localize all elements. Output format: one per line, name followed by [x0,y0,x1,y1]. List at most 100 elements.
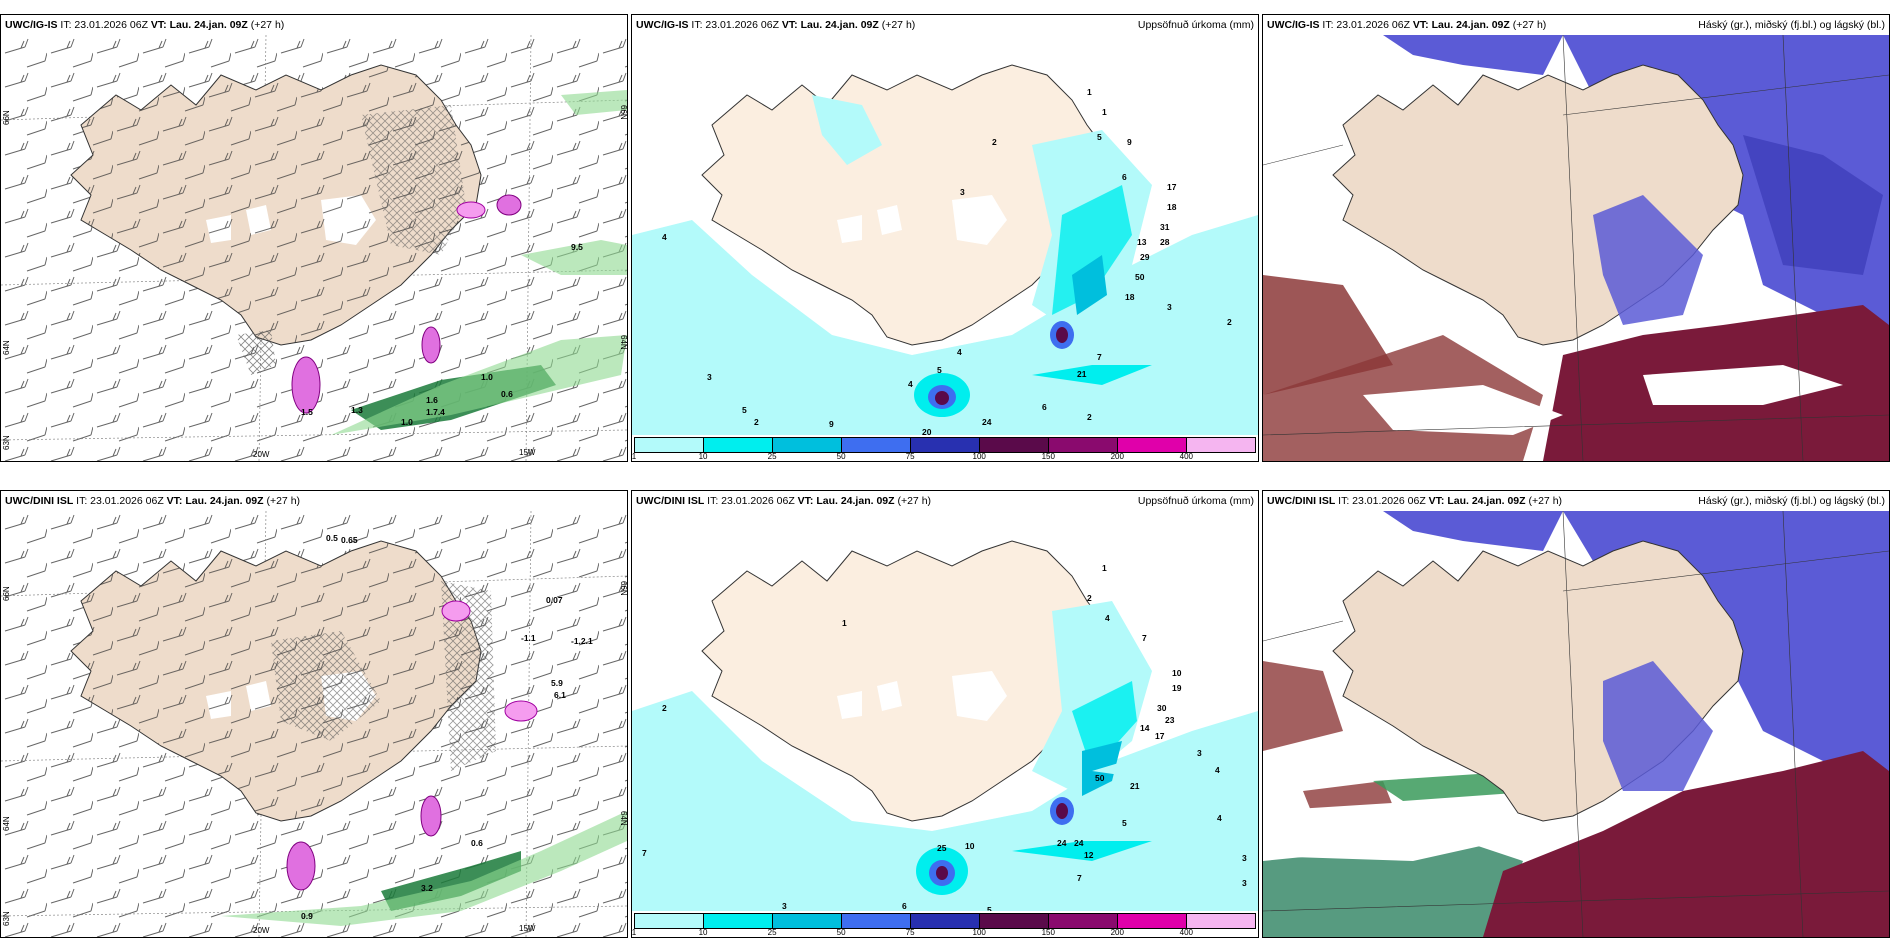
lat-label: 64N [619,335,627,350]
legend-swatch [1187,438,1255,452]
precip-label: 4 [1105,613,1110,623]
precip-label: 3 [1242,853,1247,863]
wind-label: 3.2 [421,883,433,893]
precip-label: 5 [1122,818,1127,828]
model-name: UWC/DINI ISL [636,495,705,507]
legend-swatch [1049,438,1118,452]
legend-swatch [1187,914,1255,928]
panel-wind-bottom: UWC/DINI ISL IT: 23.01.2026 06Z VT: Lau.… [0,490,628,938]
precip-label: 4 [662,232,667,242]
lat-label: 66N [2,110,11,125]
wind-label: 0.6 [471,838,483,848]
precip-label: 10 [965,841,975,851]
wind-label: -1.2.1 [571,636,593,646]
init-time: IT: 23.01.2026 06Z [60,19,148,31]
precip-label: 1 [1087,87,1092,97]
precip-label: 31 [1160,222,1170,232]
panel-header: UWC/DINI ISL IT: 23.01.2026 06Z VT: Lau.… [1,491,627,511]
legend-tick: 150 [1041,928,1055,937]
precip-label: 4 [1217,813,1222,823]
legend-tick: 10 [698,452,708,461]
precip-label: 3 [1242,878,1247,888]
wind-label: 0.6 [501,389,513,399]
legend-tick: 1 [631,452,637,461]
precip-label: 17 [1167,182,1177,192]
panel-title: Háský (gr.), miðský (fj.bl.) og lágský (… [1698,19,1885,31]
wind-label: 0.5 [326,533,338,543]
precip-label: 24 [1074,838,1084,848]
panel-wind-top: UWC/IG-IS IT: 23.01.2026 06Z VT: Lau. 24… [0,14,628,462]
panel-header: UWC/IG-IS IT: 23.01.2026 06Z VT: Lau. 24… [632,15,1258,35]
legend-tick: 400 [1179,452,1194,461]
legend-tick: 200 [1110,452,1124,461]
precip-label: 4 [957,347,962,357]
precip-legend: 1 10 25 50 75 100 150 200 400 [632,435,1258,461]
legend-tick: 50 [836,928,846,937]
valid-time: VT: Lau. 24.jan. 09Z [781,19,879,31]
model-name: UWC/IG-IS [5,19,58,31]
precip-label: 29 [1140,252,1150,262]
panel-precip-top: UWC/IG-IS IT: 23.01.2026 06Z VT: Lau. 24… [631,14,1259,462]
legend-tick: 400 [1179,928,1194,937]
panel-precip-bottom: UWC/DINI ISL IT: 23.01.2026 06Z VT: Lau.… [631,490,1259,938]
precip-label: 25 [937,843,947,853]
panel-title: Uppsöfnuð úrkoma (mm) [1137,19,1254,31]
precip-label: 6 [1122,172,1127,182]
model-name: UWC/DINI ISL [5,495,74,507]
legend-swatches [634,913,1256,929]
lead-time: (+27 h) [266,495,301,507]
panel-header: UWC/DINI ISL IT: 23.01.2026 06Z VT: Lau.… [1263,491,1889,511]
wind-map: 9.5 1.0 0.6 1.6 1.7.4 1.0 1.3 1.5 66N 64… [1,35,627,461]
lead-time: (+27 h) [1512,19,1547,31]
legend-swatch [1049,914,1118,928]
precip-label: 1 [1102,563,1107,573]
precip-label: 2 [992,137,997,147]
wind-label: 1.0 [401,417,413,427]
precip-label: 9 [829,419,834,429]
precip-label: 2 [1227,317,1232,327]
precip-label: 6 [902,901,907,911]
wind-label: 6.1 [554,690,566,700]
valid-time: VT: Lau. 24.jan. 09Z [1428,495,1526,507]
precip-label: 5 [987,905,992,911]
legend-swatch [980,438,1049,452]
wind-label: 0.07 [546,595,563,605]
precip-label: 3 [1197,748,1202,758]
legend-tick: 75 [905,928,915,937]
lon-label: 15W [519,448,536,457]
legend-swatch [704,914,773,928]
legend-tick: 10 [698,928,708,937]
legend-swatch [911,438,980,452]
precip-label: 4 [908,379,913,389]
precip-label: 17 [1155,731,1165,741]
lat-label: 66N [2,586,11,601]
lat-label: 66N [619,105,627,120]
precip-label: 24 [1057,838,1067,848]
wind-label: 1.0 [481,372,493,382]
lat-label: 64N [619,811,627,826]
legend-tick: 150 [1041,452,1055,461]
lead-time: (+27 h) [250,19,285,31]
wind-map: 0.5 0.65 0.07 -1.1 -1.2.1 0.6 3.2 0.9 5.… [1,511,627,937]
precip-label: 21 [1077,369,1087,379]
precip-label: 7 [1077,873,1082,883]
cloud-map [1263,511,1889,937]
precip-label: 2 [1087,593,1092,603]
lat-label: 64N [2,816,11,831]
precip-label: 14 [1140,723,1150,733]
lat-label: 63N [2,435,11,450]
wind-label: 0.65 [341,535,358,545]
precip-label: 50 [1095,773,1105,783]
legend-swatch [1118,438,1187,452]
legend-tick: 200 [1110,928,1124,937]
precip-label: 23 [1165,715,1175,725]
lat-label: 64N [2,340,11,355]
wind-label: 0.9 [301,911,313,921]
precip-label: 30 [1157,703,1167,713]
init-time: IT: 23.01.2026 06Z [1322,19,1410,31]
legend-tick: 50 [836,452,846,461]
model-name: UWC/IG-IS [636,19,689,31]
wind-label: 1.6 [426,395,438,405]
precip-label: 12 [1084,850,1094,860]
lead-time: (+27 h) [1528,495,1563,507]
